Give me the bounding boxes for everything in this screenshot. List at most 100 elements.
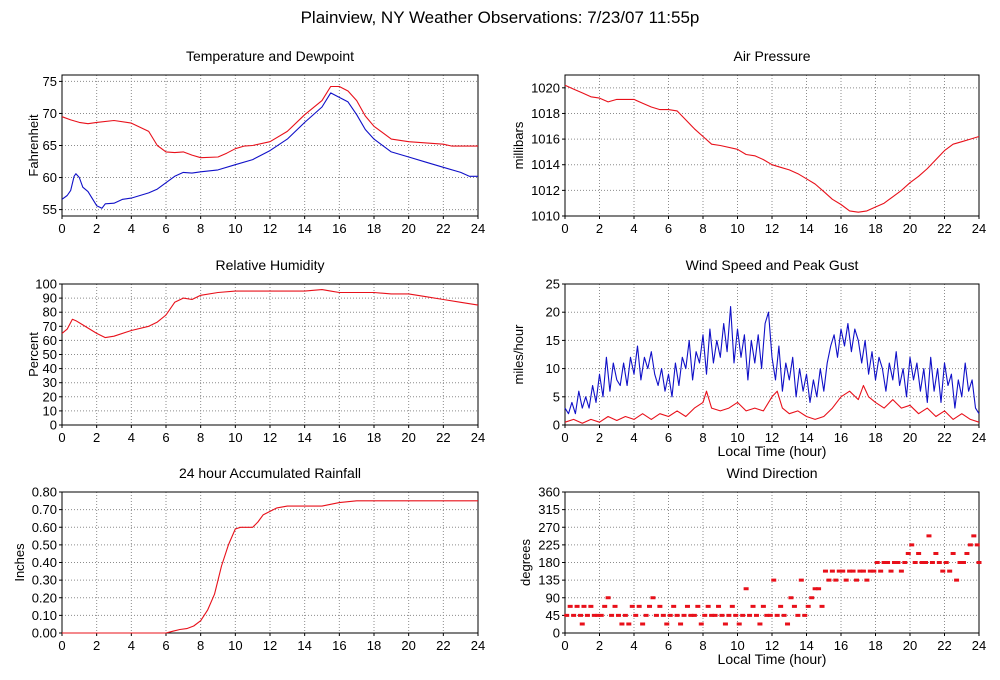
y-tick-label: 10 [546, 361, 560, 376]
data-point [640, 622, 646, 626]
x-tick-label: 16 [834, 430, 848, 445]
data-point [619, 622, 625, 626]
y-tick-label: 100 [35, 277, 57, 292]
y-tick-label: 0 [553, 418, 560, 433]
x-tick-label: 10 [228, 221, 242, 236]
data-point [667, 613, 673, 617]
y-tick-label: 0.10 [32, 608, 57, 623]
y-tick-label: 0 [50, 418, 57, 433]
data-point [781, 613, 787, 617]
x-tick-label: 24 [972, 638, 986, 653]
x-tick-label: 20 [401, 638, 415, 653]
x-tick-label: 0 [58, 638, 65, 653]
x-tick-label: 10 [730, 430, 744, 445]
data-point [905, 551, 911, 555]
x-tick-label: 2 [93, 638, 100, 653]
data-point [860, 569, 866, 573]
data-point [836, 569, 842, 573]
data-point [757, 622, 763, 626]
data-point [971, 534, 977, 538]
x-tick-label: 24 [471, 430, 485, 445]
x-tick-label: 8 [699, 221, 706, 236]
y-tick-label: 0 [553, 626, 560, 641]
x-tick-label: 0 [58, 430, 65, 445]
x-tick-label: 22 [937, 221, 951, 236]
data-point [760, 604, 766, 608]
x-tick-label: 16 [332, 430, 346, 445]
data-point [740, 613, 746, 617]
x-tick-label: 24 [471, 638, 485, 653]
data-point [874, 561, 880, 564]
y-tick-label: 135 [538, 573, 560, 588]
data-point [912, 561, 918, 564]
data-point [698, 622, 704, 626]
y-tick-label: 270 [538, 520, 560, 535]
x-tick-label: 18 [868, 430, 882, 445]
y-tick-label: 1018 [531, 106, 560, 121]
y-axis-label: Percent [26, 332, 41, 377]
x-tick-label: 8 [699, 638, 706, 653]
data-point [843, 578, 849, 582]
data-point [974, 543, 980, 547]
x-tick-label: 12 [765, 221, 779, 236]
series-line-red [61, 85, 478, 159]
data-point [885, 561, 891, 564]
data-point [785, 622, 791, 626]
data-point [712, 613, 718, 617]
x-tick-label: 24 [972, 221, 986, 236]
data-point [909, 543, 915, 547]
x-tick-label: 2 [596, 221, 603, 236]
data-point [888, 569, 894, 573]
chart-title: 24 hour Accumulated Rainfall [179, 465, 361, 481]
chart-title: Air Pressure [733, 48, 810, 64]
series-line-blue [61, 92, 478, 209]
y-tick-label: 90 [546, 590, 560, 605]
x-tick-label: 6 [665, 430, 672, 445]
data-point [622, 613, 628, 617]
data-point [688, 613, 694, 617]
data-point [867, 569, 873, 573]
x-tick-label: 4 [630, 430, 637, 445]
data-point [579, 622, 585, 626]
x-tick-label: 0 [561, 638, 568, 653]
data-point [695, 604, 701, 608]
x-tick-label: 6 [665, 221, 672, 236]
y-axis-label: Fahrenheit [26, 114, 41, 177]
data-point [878, 569, 884, 573]
data-point [947, 569, 953, 573]
y-tick-label: 1012 [531, 183, 560, 198]
x-tick-label: 20 [903, 638, 917, 653]
x-tick-label: 2 [596, 430, 603, 445]
data-point [578, 613, 584, 617]
data-point [647, 604, 653, 608]
series-line-red [564, 84, 980, 213]
data-point [802, 613, 808, 617]
x-tick-label: 20 [903, 430, 917, 445]
x-tick-label: 12 [263, 638, 277, 653]
x-tick-label: 0 [561, 221, 568, 236]
data-point [871, 569, 877, 573]
y-tick-label: 45 [546, 608, 560, 623]
x-tick-label: 14 [799, 638, 813, 653]
x-tick-label: 20 [401, 430, 415, 445]
x-tick-label: 8 [699, 430, 706, 445]
y-tick-label: 50 [43, 347, 57, 362]
y-tick-label: 5 [553, 389, 560, 404]
y-tick-label: 1014 [531, 157, 560, 172]
x-tick-label: 4 [128, 638, 135, 653]
data-point [581, 604, 587, 608]
data-point [854, 578, 860, 582]
data-point [764, 613, 770, 617]
y-tick-label: 360 [538, 485, 560, 500]
y-tick-label: 0.80 [32, 485, 57, 500]
data-point [633, 613, 639, 617]
x-tick-label: 16 [834, 221, 848, 236]
data-point [702, 613, 708, 617]
x-tick-label: 12 [765, 430, 779, 445]
y-tick-label: 0.40 [32, 555, 57, 570]
data-point [954, 578, 960, 582]
data-point [778, 604, 784, 608]
data-point [857, 569, 863, 573]
data-point [684, 604, 690, 608]
